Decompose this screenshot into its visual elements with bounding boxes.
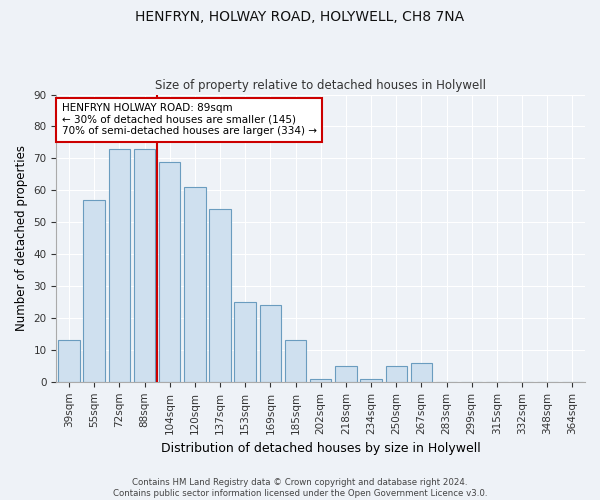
- Text: HENFRYN HOLWAY ROAD: 89sqm
← 30% of detached houses are smaller (145)
70% of sem: HENFRYN HOLWAY ROAD: 89sqm ← 30% of deta…: [62, 103, 317, 136]
- Title: Size of property relative to detached houses in Holywell: Size of property relative to detached ho…: [155, 79, 486, 92]
- Bar: [386, 366, 407, 382]
- Bar: [109, 149, 130, 382]
- Bar: [134, 149, 155, 382]
- Bar: [285, 340, 306, 382]
- Text: HENFRYN, HOLWAY ROAD, HOLYWELL, CH8 7NA: HENFRYN, HOLWAY ROAD, HOLYWELL, CH8 7NA: [136, 10, 464, 24]
- Bar: [159, 162, 181, 382]
- Bar: [335, 366, 356, 382]
- Text: Contains HM Land Registry data © Crown copyright and database right 2024.
Contai: Contains HM Land Registry data © Crown c…: [113, 478, 487, 498]
- X-axis label: Distribution of detached houses by size in Holywell: Distribution of detached houses by size …: [161, 442, 481, 455]
- Bar: [260, 305, 281, 382]
- Bar: [58, 340, 80, 382]
- Bar: [184, 187, 206, 382]
- Bar: [83, 200, 105, 382]
- Bar: [235, 302, 256, 382]
- Bar: [209, 210, 231, 382]
- Y-axis label: Number of detached properties: Number of detached properties: [15, 145, 28, 331]
- Bar: [410, 362, 432, 382]
- Bar: [310, 378, 331, 382]
- Bar: [361, 378, 382, 382]
